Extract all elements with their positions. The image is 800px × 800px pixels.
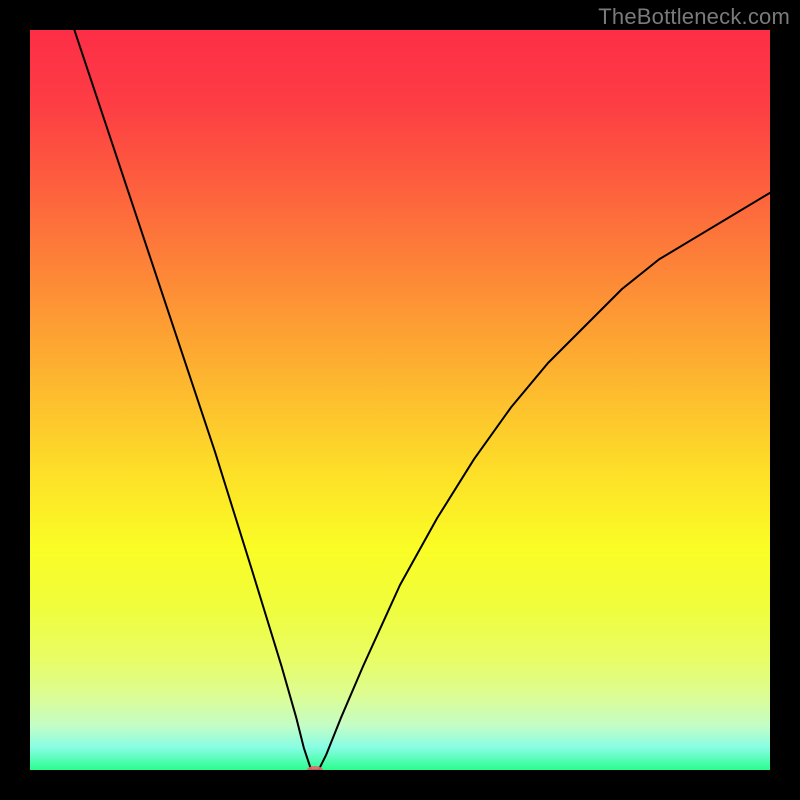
- chart-background: [30, 30, 770, 770]
- bottleneck-chart: [30, 30, 770, 770]
- watermark-text: TheBottleneck.com: [598, 4, 790, 30]
- chart-container: [30, 30, 770, 770]
